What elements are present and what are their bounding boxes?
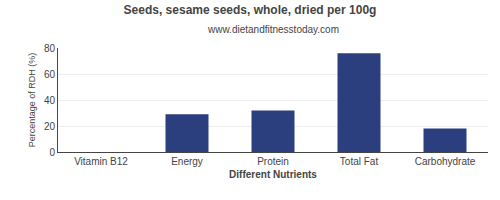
svg-text:Carbohydrate: Carbohydrate <box>415 156 476 167</box>
svg-text:40: 40 <box>44 95 56 106</box>
svg-text:www.dietandfitnesstoday.com: www.dietandfitnesstoday.com <box>207 24 339 35</box>
svg-text:Total Fat: Total Fat <box>340 156 379 167</box>
svg-text:Protein: Protein <box>257 156 289 167</box>
svg-text:Energy: Energy <box>171 156 203 167</box>
svg-text:Percentage of RDH (%): Percentage of RDH (%) <box>27 53 37 148</box>
svg-text:20: 20 <box>44 121 56 132</box>
svg-text:60: 60 <box>44 69 56 80</box>
svg-text:0: 0 <box>49 147 55 158</box>
svg-text:Seeds, sesame seeds, whole, dr: Seeds, sesame seeds, whole, dried per 10… <box>124 3 377 17</box>
svg-text:Different Nutrients: Different Nutrients <box>229 169 317 180</box>
svg-text:Vitamin B12: Vitamin B12 <box>74 156 128 167</box>
svg-text:80: 80 <box>44 43 56 54</box>
